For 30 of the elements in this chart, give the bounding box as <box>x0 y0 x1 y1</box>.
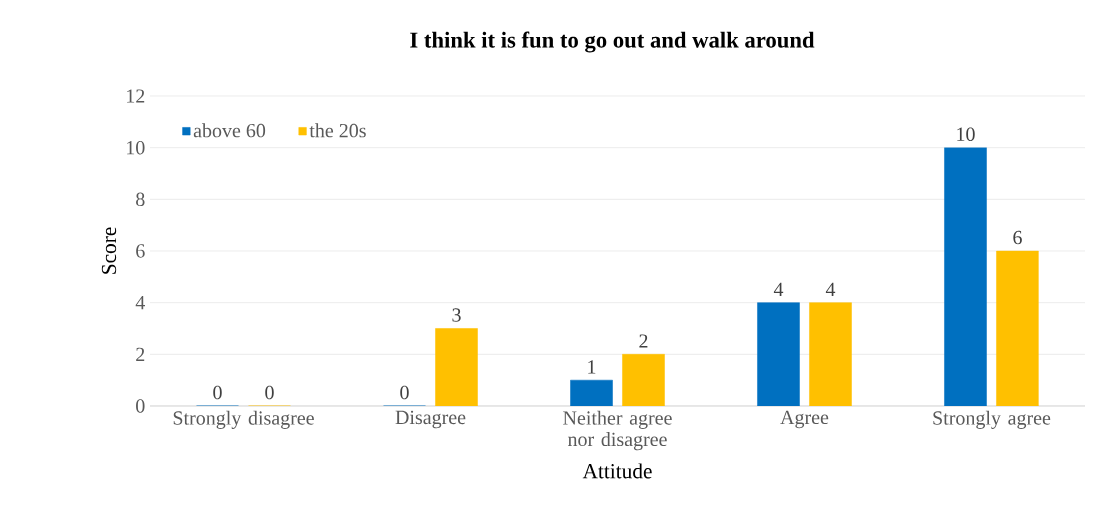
y-tick-label: 8 <box>136 192 145 207</box>
data-label: 2 <box>639 334 648 348</box>
y-tick-label: 2 <box>136 347 145 361</box>
legend-label: the 20s <box>309 123 366 138</box>
bar <box>944 147 987 406</box>
x-tick-label: Strongly agree <box>933 410 1051 429</box>
data-label: 1 <box>588 360 596 374</box>
data-label: 0 <box>265 385 274 400</box>
x-axis-title: Attitude <box>582 463 652 479</box>
data-label: 10 <box>957 127 975 141</box>
x-tick-label: Neither agree nor disagree <box>563 410 672 451</box>
y-tick-label: 6 <box>136 244 145 258</box>
y-tick-label: 12 <box>127 89 145 103</box>
bar <box>757 302 800 406</box>
data-label: 6 <box>1013 230 1022 245</box>
data-label: 0 <box>400 385 409 400</box>
x-tick-label: Strongly disagree <box>173 410 314 429</box>
bar <box>570 379 613 406</box>
x-tick-label: Agree <box>780 410 829 429</box>
y-tick-label: 10 <box>127 140 145 155</box>
y-tick-label: 4 <box>135 296 145 310</box>
data-label: 4 <box>773 282 784 296</box>
y-tick-label: 0 <box>136 399 145 413</box>
x-tick-label: Disagree <box>395 410 466 429</box>
data-label: 3 <box>452 308 461 322</box>
chart-title: I think it is fun to go out and walk around <box>410 31 815 53</box>
data-label: 0 <box>213 385 222 400</box>
data-label: 4 <box>825 282 836 296</box>
y-axis-title: Score <box>101 227 117 274</box>
legend-label: above 60 <box>193 123 266 138</box>
